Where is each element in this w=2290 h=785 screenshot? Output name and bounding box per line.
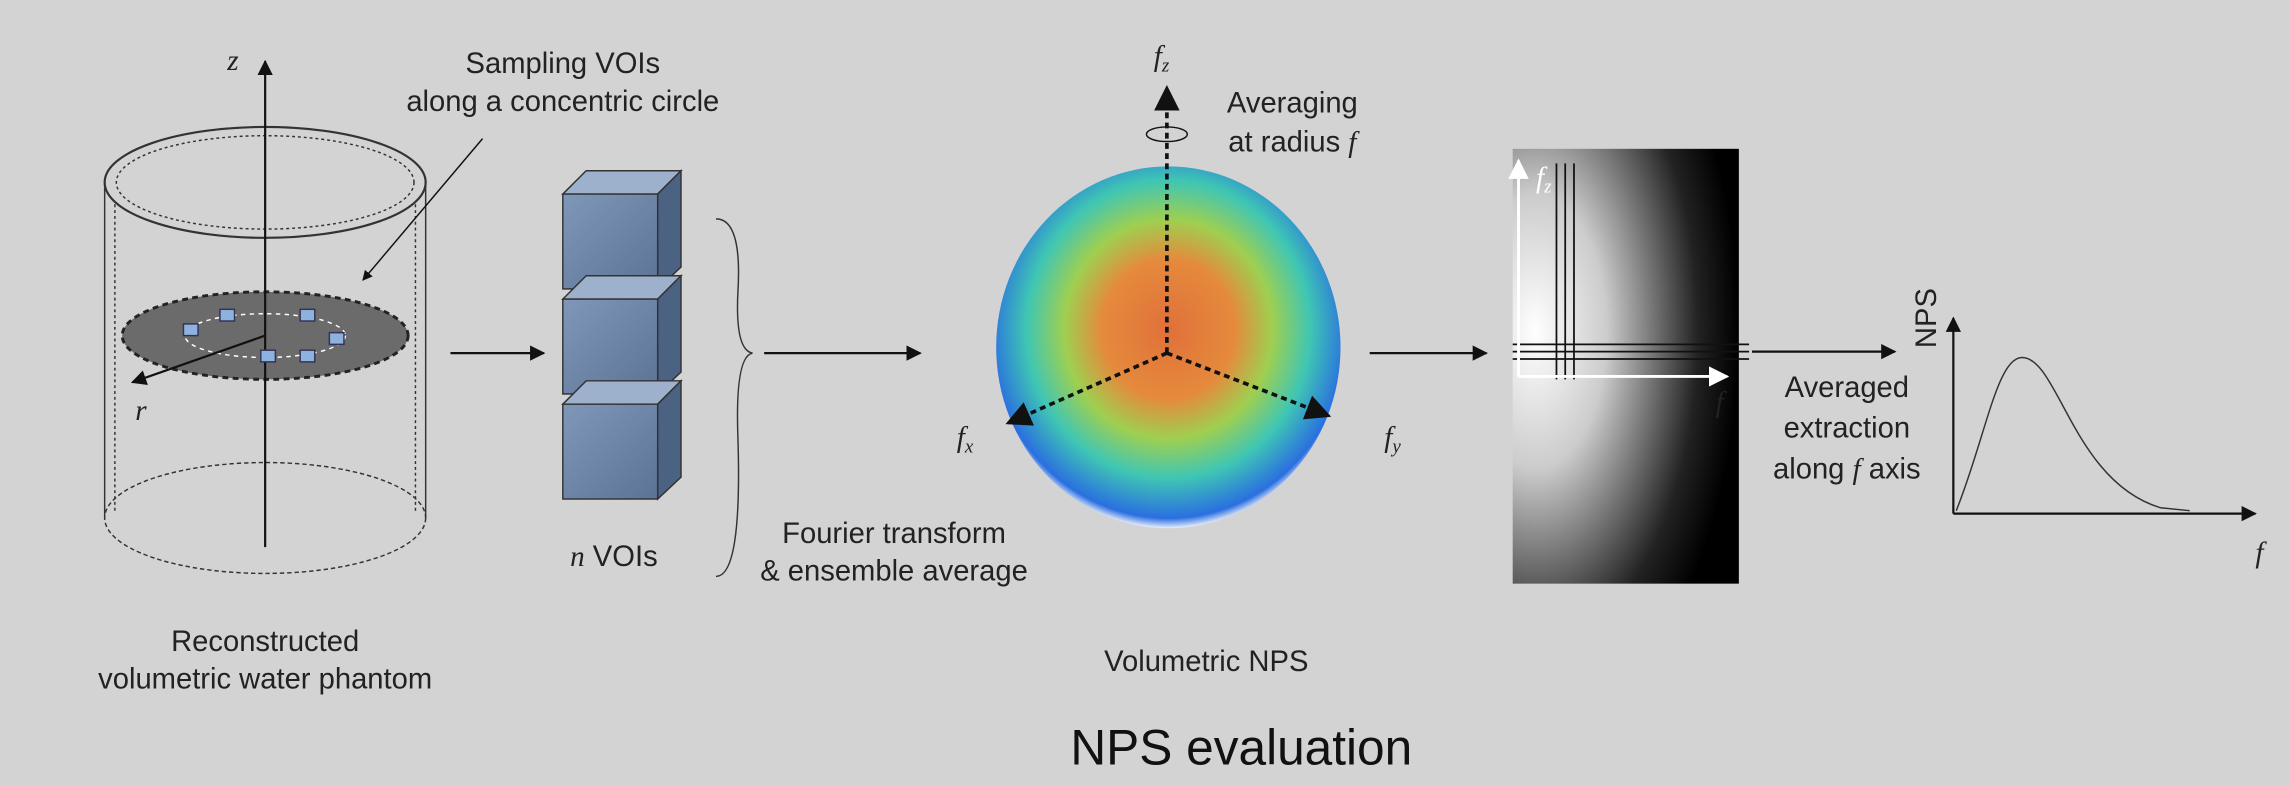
count-symbol: n: [570, 541, 585, 573]
caption: Reconstructed: [171, 626, 359, 658]
axis-z-label: z: [226, 45, 238, 77]
extraction-line: Averaged: [1785, 372, 1909, 404]
diagram: z r Sampling VOIs along a concentric cir…: [0, 0, 2290, 785]
averaging-text: at radius: [1228, 127, 1340, 159]
plot-ylabel: NPS: [1911, 288, 1943, 348]
caption: volumetric water phantom: [98, 664, 432, 696]
averaging-line: at radius f: [1228, 127, 1360, 159]
callout-line: along a concentric circle: [406, 86, 719, 118]
axis-symbol: f: [1853, 454, 1865, 486]
extraction-word: along: [1773, 454, 1844, 486]
extraction-line: extraction: [1784, 413, 1910, 445]
sphere-caption: Volumetric NPS: [1104, 646, 1308, 678]
averaging-line: Averaging: [1227, 87, 1358, 119]
voi-caption: n VOIs: [570, 541, 658, 573]
transform-line: Fourier transform: [782, 518, 1006, 550]
page: {"title":"NPS evaluation", "phantom":{"a…: [0, 0, 2290, 785]
axis-sub: y: [1390, 436, 1401, 457]
extraction-word: axis: [1869, 454, 1921, 486]
transform-line: & ensemble average: [760, 556, 1028, 588]
title: NPS evaluation: [1070, 720, 1412, 776]
voi-word: VOIs: [593, 541, 658, 573]
axis-sub: z: [1161, 55, 1170, 76]
axis-r-label: r: [135, 395, 147, 427]
extraction-line: along f axis: [1773, 454, 1921, 486]
axis-sub: z: [1543, 177, 1552, 198]
axis-sub: x: [964, 436, 974, 457]
callout-line: Sampling VOIs: [466, 48, 661, 80]
